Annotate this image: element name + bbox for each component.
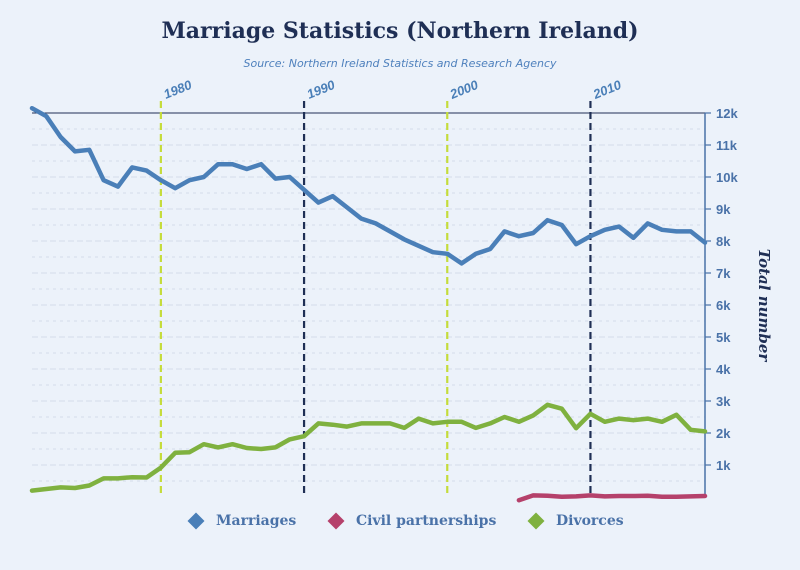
series-line-divorces xyxy=(29,402,708,493)
y-tick-label: 9k xyxy=(716,202,731,217)
y-tick-label: 6k xyxy=(716,298,731,313)
legend-label: Marriages xyxy=(216,513,297,529)
y-tick-label: 4k xyxy=(716,362,731,377)
legend: Marriages Civil partnerships Divorces xyxy=(0,509,800,533)
decade-markers: 1980 1990 2000 2010 xyxy=(159,77,624,497)
y-tick-label: 12k xyxy=(716,106,738,121)
chart-title: Marriage Statistics (Northern Ireland) xyxy=(161,18,639,44)
y-tick-label: 7k xyxy=(716,266,731,281)
y-axis-label: Total number xyxy=(755,249,773,363)
grid-lines xyxy=(32,112,705,482)
legend-label: Divorces xyxy=(556,513,624,529)
decade-marker-label: 2000 xyxy=(447,77,481,102)
legend-marker xyxy=(327,512,345,530)
y-tick-label: 10k xyxy=(716,170,738,185)
series-lines xyxy=(29,105,708,503)
decade-marker-label: 1990 xyxy=(305,77,338,102)
legend-item-divorces[interactable]: Divorces xyxy=(526,509,624,533)
legend-marker xyxy=(527,512,545,530)
decade-marker-label: 2010 xyxy=(590,77,624,102)
y-tick-label: 2k xyxy=(716,426,731,441)
chart-subtitle: Source: Northern Ireland Statistics and … xyxy=(243,57,557,70)
y-tick-label: 8k xyxy=(716,234,731,249)
decade-marker-label: 1980 xyxy=(161,77,194,102)
series-line-civil-partnerships xyxy=(516,493,708,503)
y-tick-label: 1k xyxy=(716,458,731,473)
y-tick-label: 5k xyxy=(716,330,731,345)
y-tick-label: 11k xyxy=(716,138,738,153)
legend-marker xyxy=(187,512,205,530)
y-axis: 1k 2k 3k 4k 5k 6k 7k 8k 9k 10k 11k 12k Total number xyxy=(704,106,773,497)
y-tick-label: 3k xyxy=(716,394,731,409)
legend-item-civil-partnerships[interactable]: Civil partnerships xyxy=(326,509,496,533)
legend-label: Civil partnerships xyxy=(356,513,497,529)
legend-item-marriages[interactable]: Marriages xyxy=(186,509,296,533)
series-line-marriages xyxy=(29,105,708,266)
